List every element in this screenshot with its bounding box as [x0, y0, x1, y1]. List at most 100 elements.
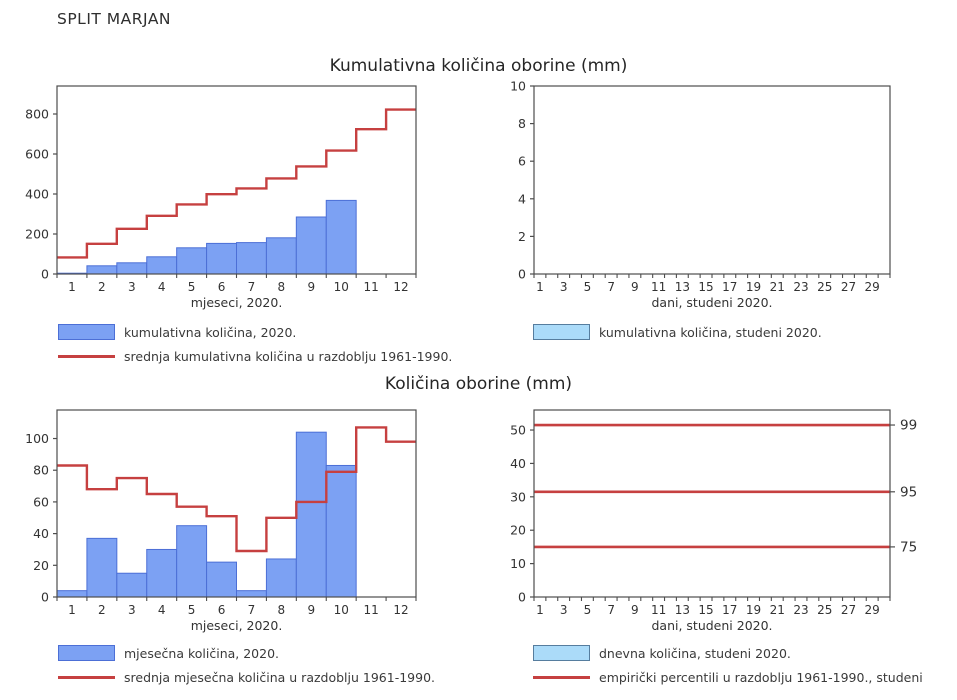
legend-line-icon — [533, 676, 590, 679]
svg-text:4: 4 — [158, 280, 166, 294]
svg-text:9: 9 — [307, 280, 315, 294]
svg-text:27: 27 — [841, 603, 856, 617]
svg-text:27: 27 — [841, 280, 856, 294]
svg-text:15: 15 — [698, 280, 713, 294]
svg-text:20: 20 — [33, 558, 49, 573]
svg-text:25: 25 — [817, 280, 832, 294]
legend-line-icon — [58, 676, 115, 679]
svg-text:1: 1 — [536, 603, 544, 617]
svg-text:5: 5 — [188, 603, 196, 617]
svg-text:30: 30 — [510, 489, 526, 504]
svg-text:8: 8 — [278, 280, 286, 294]
svg-text:1: 1 — [68, 280, 76, 294]
bottom-section-title: Količina oborine (mm) — [384, 374, 573, 394]
svg-text:40: 40 — [510, 456, 526, 471]
legend-monthly-precipitation: mjesečna količina, 2020. srednja mjesečn… — [58, 645, 435, 694]
legend-cumulative-daily: kumulativna količina, studeni 2020. — [533, 324, 822, 349]
svg-text:800: 800 — [25, 107, 49, 122]
legend-box-icon — [58, 324, 115, 340]
legend-box-icon — [58, 645, 115, 661]
svg-text:12: 12 — [393, 603, 408, 617]
svg-text:dani, studeni 2020.: dani, studeni 2020. — [651, 295, 772, 310]
legend-label: srednja kumulativna količina u razdoblju… — [124, 349, 453, 364]
svg-text:3: 3 — [560, 603, 568, 617]
svg-text:5: 5 — [188, 280, 196, 294]
top-section-title: Kumulativna količina oborine (mm) — [329, 56, 628, 76]
legend-cumulative-monthly: kumulativna količina, 2020. srednja kumu… — [58, 324, 452, 373]
svg-text:19: 19 — [746, 603, 761, 617]
legend-box-icon — [533, 324, 590, 340]
svg-text:1: 1 — [68, 603, 76, 617]
svg-text:2: 2 — [98, 280, 106, 294]
legend-label: kumulativna količina, 2020. — [124, 324, 297, 340]
svg-text:1: 1 — [536, 280, 544, 294]
legend-label: kumulativna količina, studeni 2020. — [599, 324, 822, 340]
svg-text:12: 12 — [393, 280, 408, 294]
svg-text:5: 5 — [584, 603, 592, 617]
svg-text:3: 3 — [128, 280, 136, 294]
svg-text:29: 29 — [865, 603, 880, 617]
svg-text:4: 4 — [518, 191, 526, 206]
svg-text:21: 21 — [770, 603, 785, 617]
svg-text:11: 11 — [651, 603, 666, 617]
legend-item: mjesečna količina, 2020. — [58, 645, 435, 661]
svg-text:80: 80 — [33, 463, 49, 478]
svg-text:40: 40 — [33, 526, 49, 541]
svg-text:9: 9 — [631, 603, 639, 617]
svg-text:dani, studeni 2020.: dani, studeni 2020. — [651, 618, 772, 633]
svg-text:5: 5 — [584, 280, 592, 294]
svg-text:0: 0 — [518, 267, 526, 282]
svg-text:8: 8 — [518, 116, 526, 131]
svg-text:7: 7 — [248, 280, 256, 294]
svg-text:200: 200 — [25, 227, 49, 242]
svg-text:mjeseci, 2020.: mjeseci, 2020. — [191, 295, 283, 310]
svg-text:13: 13 — [675, 280, 690, 294]
svg-text:21: 21 — [770, 280, 785, 294]
svg-text:11: 11 — [363, 280, 378, 294]
legend-item: srednja kumulativna količina u razdoblju… — [58, 349, 452, 364]
svg-text:0: 0 — [518, 590, 526, 605]
svg-text:19: 19 — [746, 280, 761, 294]
svg-text:95: 95 — [900, 484, 917, 500]
svg-text:13: 13 — [675, 603, 690, 617]
station-title: SPLIT MARJAN — [57, 10, 172, 28]
svg-text:7: 7 — [248, 603, 256, 617]
svg-text:600: 600 — [25, 147, 49, 162]
legend-label: empirički percentili u razdoblju 1961-19… — [599, 670, 923, 685]
svg-text:23: 23 — [793, 280, 808, 294]
svg-text:17: 17 — [722, 603, 737, 617]
svg-text:25: 25 — [817, 603, 832, 617]
svg-text:mjeseci, 2020.: mjeseci, 2020. — [191, 618, 283, 633]
legend-item: empirički percentili u razdoblju 1961-19… — [533, 670, 923, 685]
svg-text:8: 8 — [278, 603, 286, 617]
svg-text:4: 4 — [158, 603, 166, 617]
svg-text:6: 6 — [218, 280, 226, 294]
legend-item: dnevna količina, studeni 2020. — [533, 645, 923, 661]
svg-text:9: 9 — [307, 603, 315, 617]
svg-text:2: 2 — [518, 229, 526, 244]
svg-text:6: 6 — [518, 154, 526, 169]
svg-text:10: 10 — [334, 280, 349, 294]
svg-text:100: 100 — [25, 431, 49, 446]
legend-label: srednja mjesečna količina u razdoblju 19… — [124, 670, 436, 685]
legend-label: mjesečna količina, 2020. — [124, 645, 280, 661]
legend-item: srednja mjesečna količina u razdoblju 19… — [58, 670, 435, 685]
svg-text:99: 99 — [900, 418, 917, 434]
legend-label: dnevna količina, studeni 2020. — [599, 645, 791, 661]
svg-text:23: 23 — [793, 603, 808, 617]
svg-text:60: 60 — [33, 494, 49, 509]
svg-text:0: 0 — [41, 267, 49, 282]
svg-text:11: 11 — [651, 280, 666, 294]
svg-text:15: 15 — [698, 603, 713, 617]
svg-text:10: 10 — [334, 603, 349, 617]
svg-text:0: 0 — [41, 590, 49, 605]
svg-text:7: 7 — [607, 603, 615, 617]
svg-text:17: 17 — [722, 280, 737, 294]
legend-item: kumulativna količina, 2020. — [58, 324, 452, 340]
legend-item: kumulativna količina, studeni 2020. — [533, 324, 822, 340]
